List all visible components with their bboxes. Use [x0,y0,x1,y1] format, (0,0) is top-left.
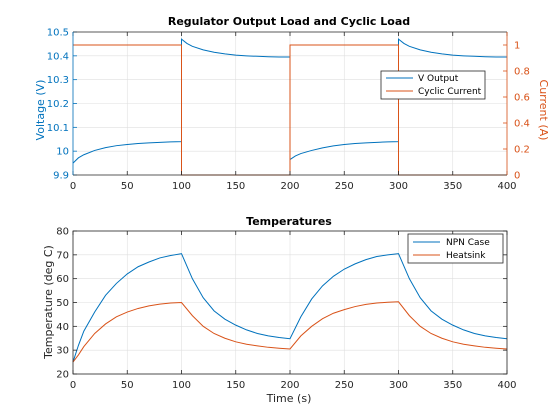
y-right-tick-labels: 0 0.2 0.4 0.6 0.8 1 [514,41,530,182]
y-right-tick-label: 1 [514,41,520,52]
y-right-tick-label: 0.4 [514,119,530,130]
y-left-tick-label: 10 [56,147,69,158]
legend-box [380,70,486,100]
x-tick-labels: 0 50 100 150 200 250 300 350 400 [70,380,517,391]
x-tick-label: 400 [497,380,516,391]
legend-label-v-output: V Output [418,74,459,84]
y-axis-label: Temperature (deg C) [42,245,55,360]
y-tick-label: 60 [56,274,69,285]
y-tick-label: 30 [56,346,69,357]
series-layer [72,38,507,176]
legend: V Output Cyclic Current [380,70,486,100]
axes-frame [72,230,508,375]
legend: NPN Case Heatsink [407,233,504,264]
y-right-tick-label: 0.8 [514,67,530,78]
legend-label-heatsink: Heatsink [446,251,486,261]
y-tick-label: 40 [56,322,69,333]
legend-label-npn-case: NPN Case [446,238,490,248]
x-tick-label: 100 [172,380,191,391]
x-tick-label: 0 [70,181,76,192]
legend-label-cyclic-current: Cyclic Current [418,87,482,97]
x-tick-label: 200 [280,181,299,192]
series-line-heatsink [72,301,508,363]
series-layer [72,253,508,363]
series-line-npn-case [72,253,508,363]
x-tick-labels: 0 50 100 150 200 250 300 350 400 [70,181,517,192]
x-tick-label: 150 [226,380,245,391]
y-right-tick-label: 0 [514,171,520,182]
x-tick-label: 400 [497,181,516,192]
x-tick-label: 0 [70,380,76,391]
axes [72,230,508,375]
y-tick-label: 70 [56,250,69,261]
axes [72,31,508,176]
y-right-tick-label: 0.2 [514,145,530,156]
y-left-tick-label: 10.3 [47,75,69,86]
x-tick-label: 350 [443,380,462,391]
y-left-tick-label: 10.2 [47,99,69,110]
y-left-tick-label: 10.5 [47,28,69,39]
x-tick-label: 250 [335,181,354,192]
chart-title: Regulator Output Load and Cyclic Load [168,15,410,28]
y-left-tick-label: 9.9 [53,171,69,182]
y-left-tick-labels: 9.9 10 10.1 10.2 10.3 10.4 10.5 [47,28,69,182]
legend-box [407,233,504,264]
y-right-tick-label: 0.6 [514,93,530,104]
temperatures-chart: Temperatures 0 50 100 150 200 250 300 350 400 20… [42,215,517,405]
y-tick-labels: 20 30 40 50 60 70 80 [56,227,69,381]
y-left-tick-label: 10.1 [47,123,69,134]
x-tick-label: 150 [226,181,245,192]
x-tick-label: 100 [172,181,191,192]
x-tick-label: 250 [335,380,354,391]
y-left-tick-label: 10.4 [47,51,69,62]
series-line-cyclic-current [73,44,507,176]
x-tick-label: 300 [389,181,408,192]
voltage-current-chart: Regulator Output Load and Cyclic Load 0 5… [34,15,550,192]
x-tick-label: 300 [389,380,408,391]
y-right-axis-label: Current (A) [537,80,550,141]
y-left-axis-label: Voltage (V) [34,80,47,141]
y-tick-label: 80 [56,227,69,238]
x-tick-label: 50 [121,181,134,192]
y-tick-label: 20 [56,370,69,381]
x-tick-label: 50 [121,380,134,391]
chart-title: Temperatures [246,215,332,228]
x-tick-label: 200 [280,380,299,391]
x-axis-label: Time (s) [266,392,312,405]
y-tick-label: 50 [56,298,69,309]
x-tick-label: 350 [443,181,462,192]
